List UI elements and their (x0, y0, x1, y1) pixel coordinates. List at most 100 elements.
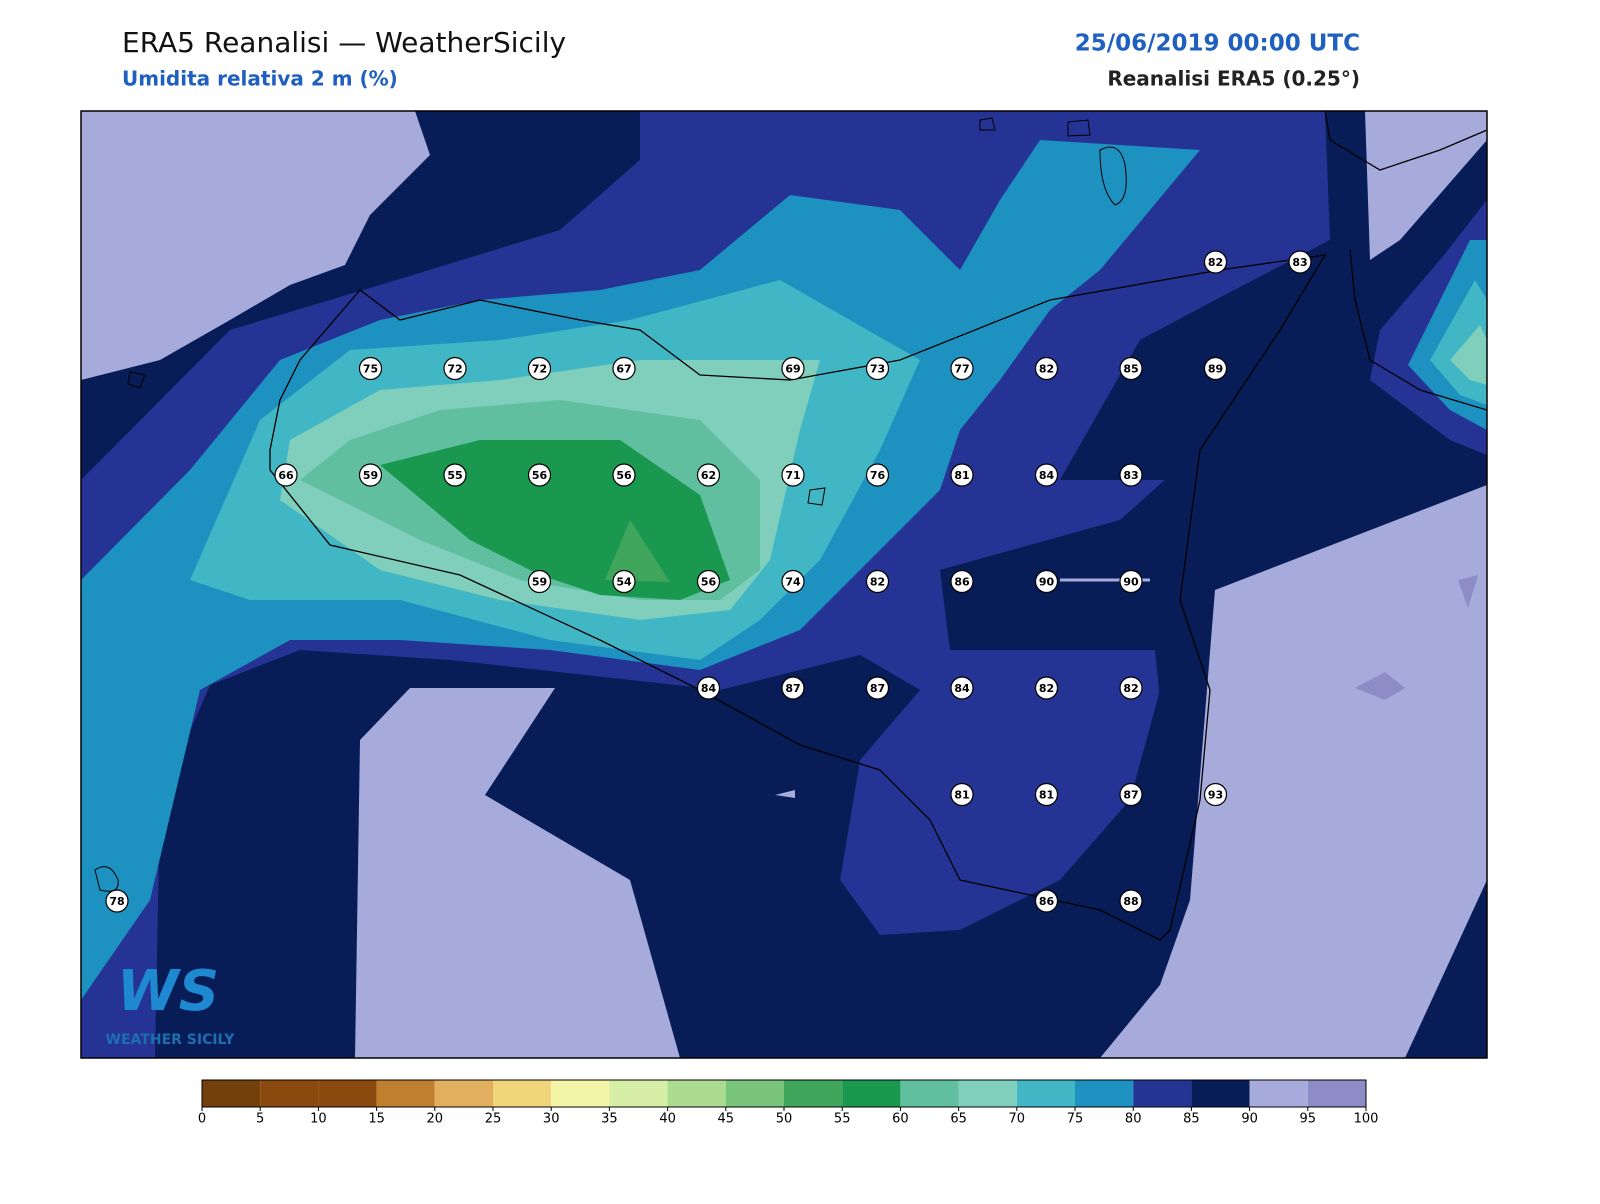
colorbar-swatch (1016, 1080, 1075, 1107)
station-marker (950, 782, 974, 807)
station-marker (443, 463, 467, 487)
station-marker (950, 356, 974, 381)
station-value: 72 (447, 363, 462, 376)
colorbar-tick-label: 10 (310, 1112, 327, 1127)
title: ERA5 Reanalisi — WeatherSicily (122, 26, 566, 59)
station-marker (527, 569, 552, 594)
logo-mark: WS (117, 959, 219, 1024)
colorbar-tick-label: 90 (1241, 1112, 1258, 1127)
station-value: 59 (532, 576, 547, 589)
station-marker (274, 463, 298, 487)
station-value: 67 (616, 363, 631, 376)
colorbar-tick-label: 25 (485, 1112, 502, 1127)
colorbar-swatch (434, 1080, 493, 1107)
station-value: 81 (954, 469, 969, 482)
station-marker (1119, 463, 1143, 487)
colorbar-swatch (784, 1080, 843, 1107)
station-value: 72 (532, 363, 547, 376)
station-marker (865, 356, 890, 381)
colorbar-swatch (1075, 1080, 1134, 1107)
station-value: 75 (363, 363, 378, 376)
station-marker (612, 356, 636, 381)
station-value: 84 (954, 682, 970, 695)
station-marker (1203, 356, 1228, 381)
station-marker (527, 356, 552, 381)
colorbar-tick-label: 35 (601, 1112, 618, 1127)
colorbar-tick-label: 30 (543, 1112, 560, 1127)
colorbar-swatch (202, 1080, 261, 1107)
station-marker (1034, 782, 1059, 807)
station-value: 74 (785, 576, 801, 589)
colorbar-tick-label: 70 (1009, 1112, 1026, 1127)
station-value: 81 (1039, 789, 1054, 802)
colorbar-tick-label: 75 (1067, 1112, 1084, 1127)
colorbar-swatch (260, 1080, 319, 1107)
station-marker (950, 569, 974, 594)
station-marker (1034, 676, 1059, 700)
colorbar-swatch (1191, 1080, 1250, 1107)
station-value: 83 (1123, 469, 1138, 482)
station-marker (865, 676, 890, 700)
station-marker (443, 356, 467, 381)
station-value: 90 (1039, 576, 1055, 589)
colorbar-tick-label: 85 (1183, 1112, 1200, 1127)
station-marker (1034, 356, 1059, 381)
station-value: 77 (954, 363, 969, 376)
colorbar-tick-label: 5 (256, 1112, 264, 1127)
station-marker (358, 356, 383, 381)
station-marker (781, 569, 805, 594)
contour-fill (1450, 325, 1487, 385)
station-value: 82 (870, 576, 885, 589)
station-value: 85 (1123, 363, 1138, 376)
contour-fill (1355, 672, 1405, 700)
station-value: 82 (1039, 363, 1054, 376)
station-marker (696, 569, 721, 594)
colorbar-tick-label: 20 (427, 1112, 444, 1127)
colorbar-tick-label: 55 (834, 1112, 851, 1127)
station-marker (865, 569, 890, 594)
station-value: 86 (954, 576, 970, 589)
station-marker (950, 463, 974, 487)
station-value: 56 (616, 469, 632, 482)
colorbar-swatch (725, 1080, 784, 1107)
logo-name: WEATHER SICILY (106, 1032, 236, 1048)
map-frame (80, 110, 1488, 1059)
station-marker (1119, 676, 1143, 700)
station-value: 86 (1039, 895, 1055, 908)
subtitle: Umidita relativa 2 m (%) (122, 67, 398, 91)
station-value: 54 (616, 576, 632, 589)
station-marker (1203, 782, 1228, 807)
colorbar-swatch (318, 1080, 377, 1107)
colorbar-swatch (551, 1080, 610, 1107)
station-value: 62 (701, 469, 716, 482)
station-value: 90 (1123, 576, 1139, 589)
contour-fill (355, 688, 680, 1058)
station-value: 83 (1292, 256, 1307, 269)
station-marker (1288, 250, 1312, 274)
contour-fill (775, 790, 795, 798)
station-marker (612, 463, 636, 487)
station-value: 76 (870, 469, 886, 482)
colorbar-tick-label: 40 (659, 1112, 676, 1127)
colorbar-swatch (842, 1080, 901, 1107)
source: Reanalisi ERA5 (0.25°) (1107, 67, 1360, 91)
coastline (94, 117, 1127, 892)
colorbar-tick-label: 45 (718, 1112, 735, 1127)
station-value: 82 (1039, 682, 1054, 695)
colorbar: 0 5 10 15 20 25 30 35 40 45 50 55 60 65 70 75 80 85 90 95 10… (198, 1079, 1378, 1127)
station-value: 82 (1123, 682, 1138, 695)
colorbar-tick-label: 95 (1300, 1112, 1317, 1127)
station-marker (781, 676, 805, 700)
contour-fill (1458, 575, 1478, 608)
contour-fill (1365, 111, 1487, 260)
station-marker (1034, 569, 1059, 594)
contour-fill (235, 111, 1487, 1058)
station-marker (1034, 889, 1059, 913)
station-marker (865, 463, 890, 487)
colorbar-tick-label: 50 (776, 1112, 793, 1127)
station-marker (696, 676, 721, 700)
station-value: 69 (785, 363, 800, 376)
coastline (269, 254, 1327, 941)
station-value: 73 (870, 363, 885, 376)
